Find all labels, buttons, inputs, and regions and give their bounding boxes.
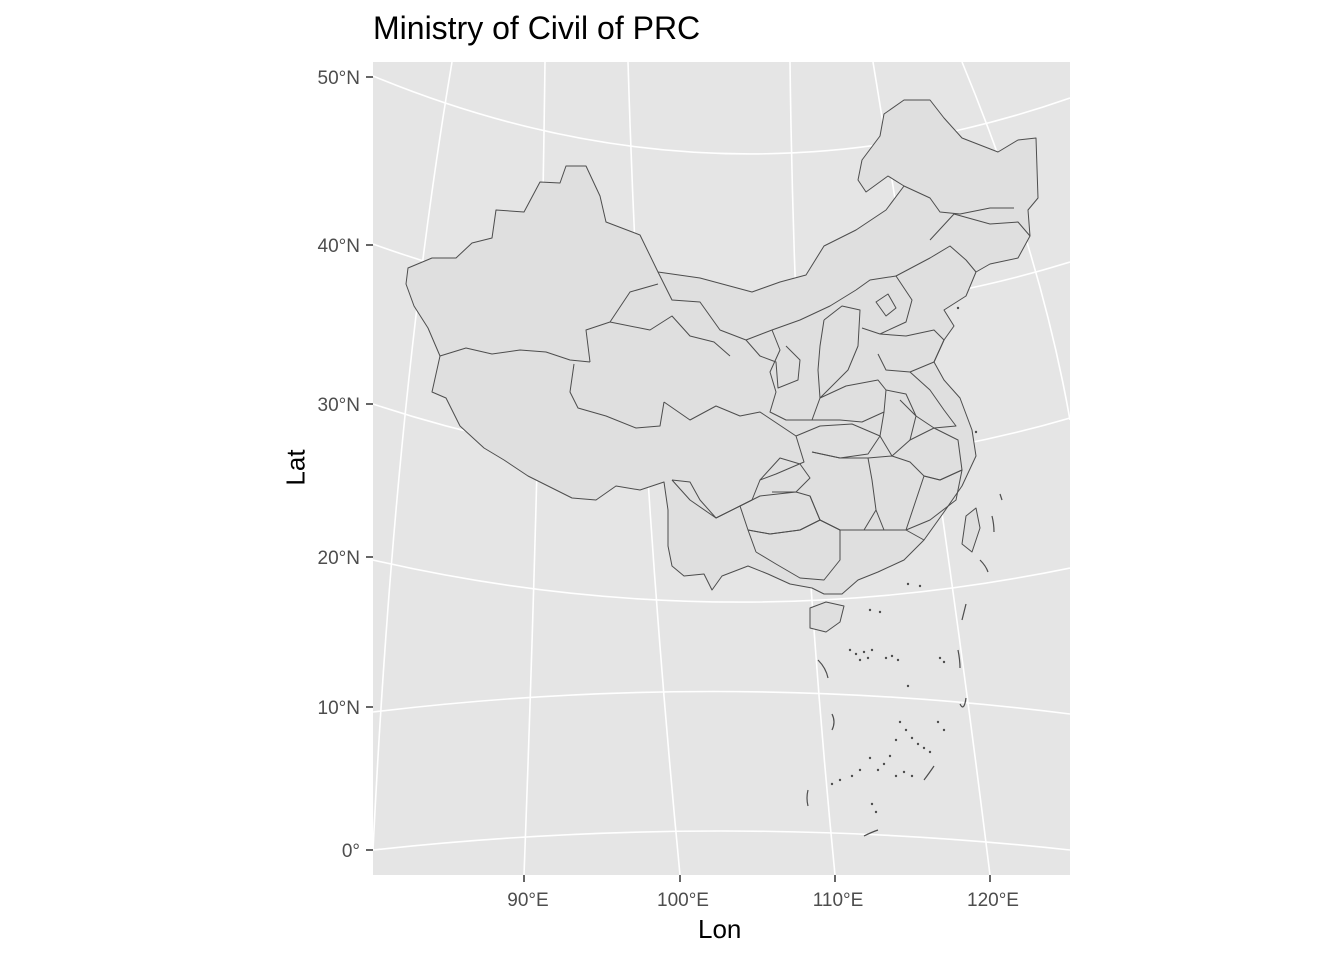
border-guangxi — [747, 519, 841, 581]
border-shandong — [877, 329, 945, 373]
border-qinghai-gansu — [609, 315, 731, 357]
border-liaoning — [895, 245, 977, 277]
dash-line-3 — [806, 789, 809, 807]
border-shaanxi — [769, 319, 825, 421]
dash-line-7 — [957, 649, 961, 669]
border-yunnan-sichuan — [671, 479, 757, 553]
y-axis — [366, 76, 373, 851]
parallel-10 — [373, 690, 1070, 715]
x-axis-label: Lon — [698, 914, 742, 944]
y-tick-label: 50°N — [318, 68, 360, 89]
parallel-20 — [373, 559, 1070, 603]
hainan — [809, 601, 845, 633]
x-axis — [523, 875, 991, 882]
y-tick-label: 40°N — [318, 236, 360, 257]
islands — [830, 306, 978, 814]
border-heilongjiang — [903, 185, 1014, 215]
parallel-0 — [373, 830, 1070, 851]
dash-line-11 — [999, 493, 1003, 501]
dash-line-10 — [991, 515, 995, 533]
dash-line-8 — [961, 603, 967, 621]
y-tick-label: 20°N — [318, 548, 360, 569]
x-tick-label: 110°E — [813, 890, 864, 911]
y-tick-labels: 0° 10°N 20°N 30°N 40°N 50°N — [318, 68, 360, 862]
meridian-130 — [961, 62, 1070, 421]
border-henan — [812, 379, 887, 423]
y-tick-label: 10°N — [318, 698, 360, 719]
y-tick-label: 30°N — [318, 395, 360, 416]
dash-line-4 — [863, 829, 879, 837]
border-fujian — [905, 469, 963, 531]
parallel-50 — [373, 75, 1070, 155]
south-china-sea — [806, 493, 1003, 837]
meridian-80 — [373, 62, 453, 851]
border-beijing — [875, 293, 897, 317]
border-sichuan — [663, 401, 805, 519]
border-shanxi — [819, 305, 861, 399]
x-tick-label: 90°E — [507, 890, 548, 911]
china-map — [405, 99, 1039, 633]
y-tick-label: 0° — [342, 841, 360, 862]
taiwan — [961, 507, 981, 553]
border-guangdong — [840, 529, 925, 541]
dash-line-1 — [817, 659, 829, 679]
x-tick-label: 120°E — [967, 890, 1019, 911]
border-xinjiang-tibet — [439, 347, 591, 363]
dash-line-2 — [831, 713, 835, 731]
dash-line-5 — [923, 765, 935, 781]
dash-line-6 — [959, 697, 967, 708]
x-tick-labels: 90°E 100°E 110°E 120°E — [507, 890, 1019, 911]
x-tick-label: 100°E — [657, 890, 709, 911]
plot-title: Ministry of Civil of PRC — [373, 10, 701, 46]
country-outline — [405, 99, 1039, 595]
border-tibet-qinghai — [569, 363, 665, 429]
dash-line-9 — [979, 559, 989, 573]
border-ningxia — [745, 339, 801, 389]
border-jilin — [929, 213, 1031, 241]
